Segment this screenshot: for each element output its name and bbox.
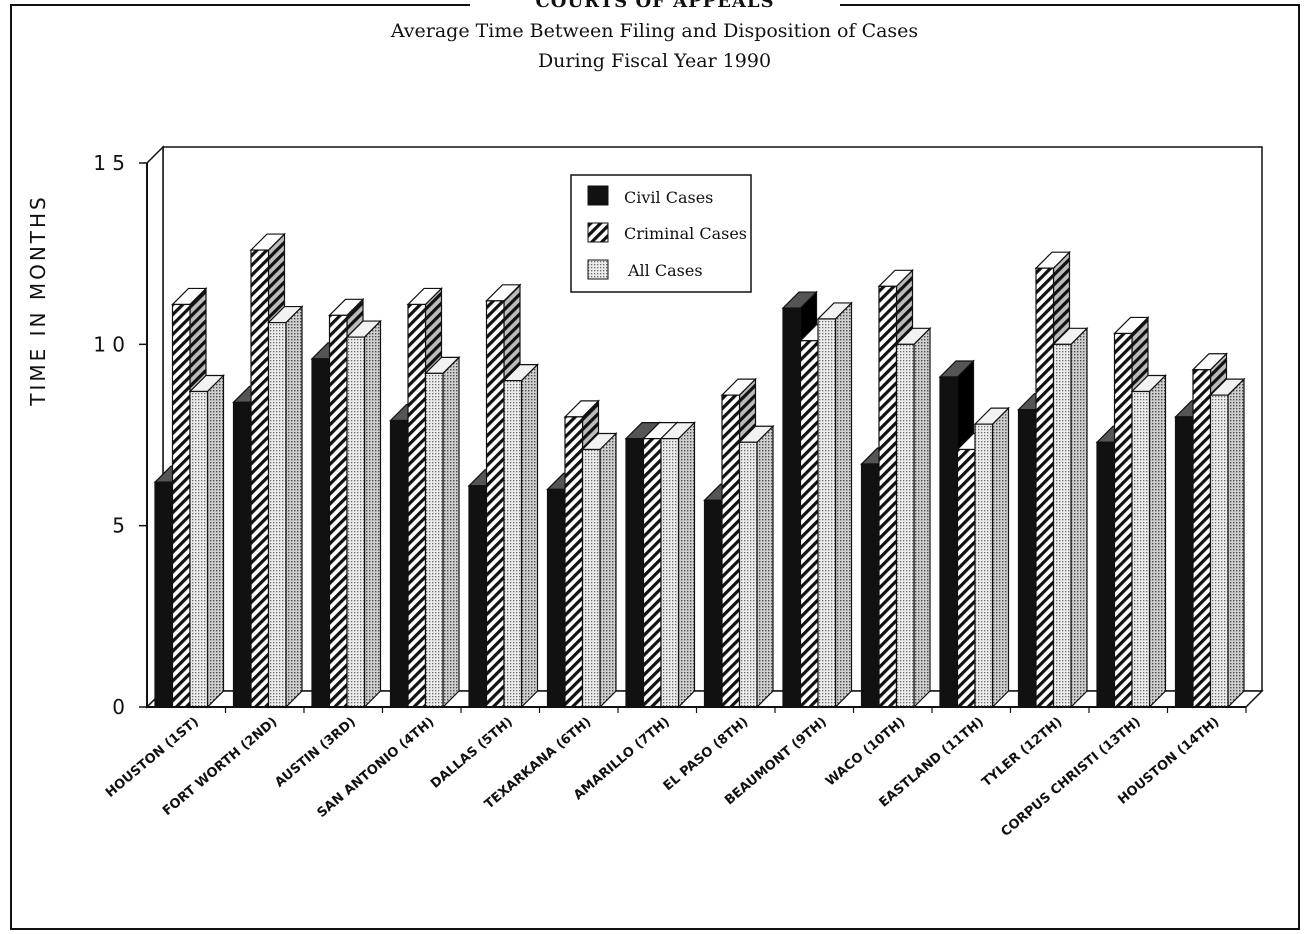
bar-all-cases (424, 355, 461, 709)
bar-all-cases (816, 301, 853, 709)
bar-side-face (363, 319, 382, 709)
bar-all-cases (659, 421, 696, 709)
x-tick-label: TYLER (12TH) (979, 715, 1065, 791)
bar-front-face (895, 343, 915, 708)
bar-side-face (1227, 377, 1245, 709)
legend-swatch-all (587, 259, 609, 280)
bar-front-face (171, 303, 191, 708)
bar-front-face (878, 285, 898, 708)
chart-subtitle-line-2: During Fiscal Year 1990 (537, 50, 772, 72)
bar-front-face (1017, 409, 1037, 708)
bar-front-face (642, 438, 662, 708)
bar-side-face (520, 363, 539, 709)
bar-front-face (1174, 416, 1194, 708)
y-tick-label: 5 (112, 514, 125, 538)
bar-front-face (817, 318, 837, 708)
bar-front-face (485, 300, 505, 708)
x-axis: HOUSTON (1ST)FORT WORTH (2ND)AUSTIN (3RD… (103, 706, 1247, 840)
x-tick-label: AUSTIN (3RD) (272, 715, 359, 791)
bar-front-face (424, 372, 444, 708)
bar-front-face (250, 249, 270, 708)
bar-all-cases (581, 432, 618, 709)
bar-side-face (834, 301, 853, 709)
bar-front-face (721, 394, 741, 708)
bars-group (153, 232, 1246, 709)
bar-all-cases (1052, 326, 1089, 709)
bar-front-face (267, 321, 287, 708)
bar-side-face (913, 326, 931, 709)
bar-front-face (703, 499, 723, 708)
bar-front-face (738, 441, 758, 708)
legend-label-all: All Cases (627, 261, 703, 280)
bar-front-face (625, 438, 645, 708)
bar-front-face (1035, 267, 1055, 708)
y-tick-label: 1 0 (93, 332, 125, 356)
bar-front-face (974, 423, 994, 708)
bar-front-face (154, 481, 174, 708)
legend-swatch-civil (587, 185, 609, 206)
bar-side-face (677, 421, 696, 709)
bar-side-face (756, 424, 774, 709)
bar-front-face (660, 438, 680, 708)
legend: Civil Cases Criminal Cases All Cases (570, 174, 752, 293)
bar-side-face (1148, 374, 1167, 709)
bar-front-face (389, 419, 409, 708)
bar-front-face (1052, 343, 1072, 708)
bar-front-face (346, 336, 366, 708)
bar-all-cases (1130, 374, 1167, 709)
x-tick-label: EL PASO (8TH) (661, 715, 752, 794)
bar-front-face (546, 488, 566, 708)
chart-title: COURTS OF APPEALS (470, 0, 840, 13)
chart-subtitle-line-1: Average Time Between Filing and Disposit… (390, 20, 919, 42)
x-tick-label: CORPUS CHRISTI (13TH) (998, 715, 1143, 840)
bar-front-face (468, 485, 488, 708)
bar-all-cases (973, 406, 1010, 709)
bar-front-face (581, 448, 601, 708)
bar-all-cases (345, 319, 382, 709)
bar-side-face (206, 374, 225, 709)
bar-front-face (232, 401, 252, 708)
x-tick-label: WACO (10TH) (823, 715, 908, 790)
bar-front-face (564, 416, 584, 708)
bar-front-face (189, 390, 209, 708)
bar-all-cases (188, 374, 225, 709)
bar-front-face (1192, 369, 1212, 708)
bar-front-face (503, 380, 523, 708)
legend-label-criminal: Criminal Cases (624, 224, 747, 243)
bar-front-face (1131, 390, 1151, 708)
bar-front-face (1113, 332, 1133, 708)
bar-all-cases (267, 305, 304, 709)
bar-all-cases (738, 424, 775, 709)
bar-front-face (1096, 441, 1116, 708)
bar-front-face (1209, 394, 1229, 708)
bar-all-cases (895, 326, 932, 709)
chart-title-text: COURTS OF APPEALS (535, 0, 775, 12)
bar-front-face (311, 358, 331, 708)
x-tick-label: DALLAS (5TH) (428, 715, 516, 792)
bar-front-face (328, 314, 348, 708)
bar-side-face (285, 305, 303, 709)
y-tick-label: 1 5 (93, 151, 125, 175)
bar-side-face (442, 355, 460, 709)
y-axis: 0 5 1 0 1 5 (93, 151, 148, 719)
bar-side-face (991, 406, 1010, 709)
y-tick-label: 0 (112, 695, 125, 719)
bar-all-cases (502, 363, 539, 709)
bar-side-face (1070, 326, 1088, 709)
bar-front-face (956, 448, 976, 708)
bar-front-face (860, 463, 880, 708)
bar-side-face (599, 432, 617, 709)
bar-front-face (939, 376, 959, 708)
bar-front-face (782, 307, 802, 708)
bar-front-face (407, 303, 427, 708)
legend-swatch-criminal (587, 222, 609, 243)
legend-label-civil: Civil Cases (624, 188, 713, 207)
bar-all-cases (1209, 377, 1246, 709)
bar-front-face (799, 340, 819, 708)
